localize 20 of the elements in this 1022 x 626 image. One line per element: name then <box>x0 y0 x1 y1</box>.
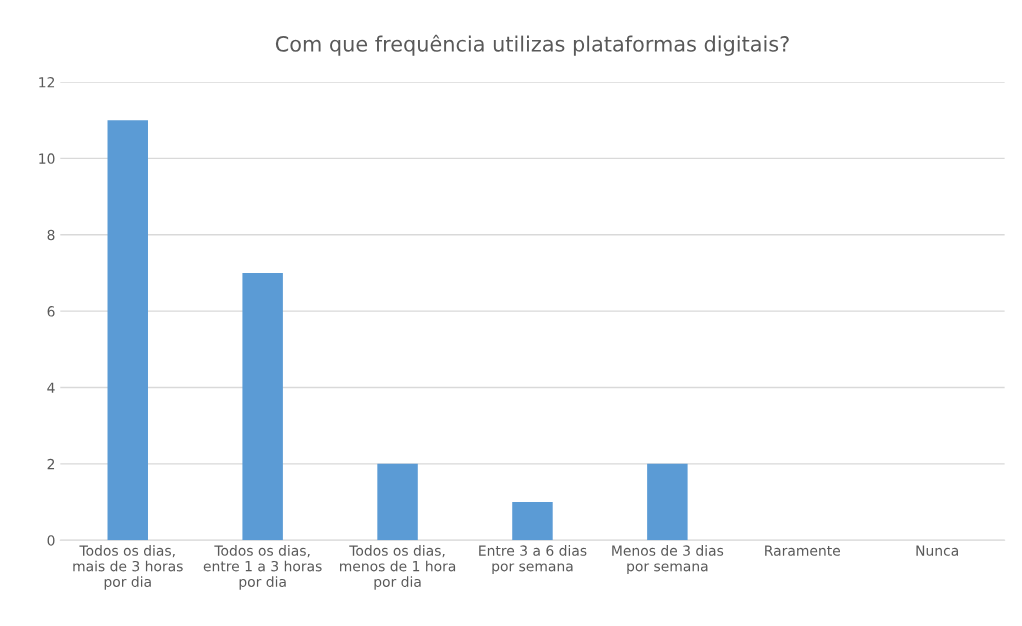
x-tick-label: Entre 3 a 6 dias por semana <box>479 545 587 575</box>
x-tick-label: Menos de 3 dias por semana <box>612 545 724 575</box>
bar <box>647 463 688 541</box>
chart-title: Com que frequência utilizas plataformas digitais? <box>275 34 789 56</box>
y-tick-label: 10 <box>39 153 55 164</box>
y-tick-label: 12 <box>39 76 55 88</box>
x-tick-label: Todos os dias, mais de 3 horas por dia <box>73 545 183 590</box>
y-tick-label: 4 <box>47 382 55 393</box>
bar <box>512 502 553 541</box>
bar <box>107 120 148 541</box>
bar <box>377 463 418 541</box>
x-tick-label: Raramente <box>765 545 840 556</box>
y-tick-label: 6 <box>47 306 55 317</box>
x-tick-label: Nunca <box>916 545 958 556</box>
y-tick-label: 8 <box>47 229 55 241</box>
x-tick-label: Todos os dias, entre 1 a 3 horas por dia <box>203 545 322 590</box>
y-tick-label: 2 <box>47 458 55 470</box>
bar <box>242 272 283 541</box>
x-tick-label: Todos os dias, menos de 1 hora por dia <box>340 545 456 590</box>
y-tick-label: 0 <box>47 535 55 546</box>
